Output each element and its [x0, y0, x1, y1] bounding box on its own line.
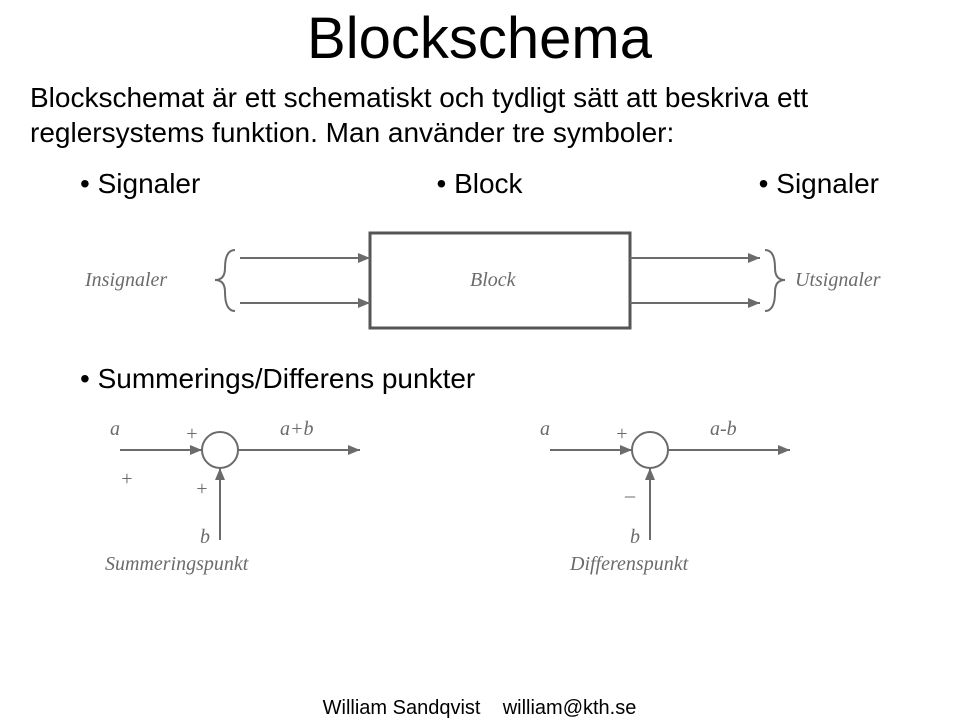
bullet-block: Block — [436, 168, 522, 200]
output-label: Utsignaler — [795, 269, 881, 291]
footer-name: William Sandqvist — [323, 697, 481, 719]
sum-b-arrowhead — [215, 468, 225, 480]
diff-out-arrowhead — [778, 445, 790, 455]
diff-result-label: a-b — [710, 418, 737, 440]
page-title: Blockschema — [307, 6, 652, 71]
diff-b-label: b — [630, 526, 640, 548]
diff-b-arrowhead — [645, 468, 655, 480]
title-container: Blockschema — [30, 5, 929, 72]
output-arrowhead-1 — [748, 253, 760, 263]
diff-a-label: a — [540, 418, 550, 440]
output-arrowhead-2 — [748, 298, 760, 308]
block-diagram: Block Insignaler Utsignaler — [30, 208, 929, 338]
sum-result-label: a+b — [280, 418, 314, 440]
diff-plus: + — [615, 423, 629, 445]
block-label: Block — [470, 269, 517, 291]
input-arrowhead-1 — [358, 253, 370, 263]
sum-plus-top: + — [185, 423, 199, 445]
difference-point: a + a-b b _ Differenspunkt — [540, 418, 790, 575]
page: Blockschema Blockschemat är ett schemati… — [0, 0, 959, 726]
bullet-signaler-right: Signaler — [759, 168, 879, 200]
sum-diff-diagram: a + a+b b + + Summeringspunkt a + a-b — [30, 395, 929, 585]
sum-out-arrowhead — [348, 445, 360, 455]
body-paragraph: Blockschemat är ett schematiskt och tydl… — [30, 80, 929, 150]
diff-circle — [632, 432, 668, 468]
section-label: Summerings/Differens punkter — [80, 363, 929, 395]
output-brace — [765, 250, 785, 311]
sum-plus-bottom: + — [195, 478, 209, 500]
summing-point: a + a+b b + + Summeringspunkt — [105, 418, 360, 575]
diff-minus: _ — [624, 478, 636, 500]
input-arrowhead-2 — [358, 298, 370, 308]
sum-plus-left-extra: + — [120, 468, 134, 490]
diff-caption: Differenspunkt — [569, 553, 689, 575]
footer: William Sandqvist william@kth.se — [0, 697, 959, 720]
sum-a-arrowhead — [190, 445, 202, 455]
sum-circle — [202, 432, 238, 468]
bullet-row: Signaler Block Signaler — [80, 168, 879, 200]
bullet-signaler-left: Signaler — [80, 168, 200, 200]
sum-a-label: a — [110, 418, 120, 440]
footer-email: william@kth.se — [503, 697, 637, 719]
input-label: Insignaler — [84, 269, 167, 291]
sum-caption: Summeringspunkt — [105, 553, 249, 575]
input-brace — [215, 250, 235, 311]
diff-a-arrowhead — [620, 445, 632, 455]
sum-b-label: b — [200, 526, 210, 548]
